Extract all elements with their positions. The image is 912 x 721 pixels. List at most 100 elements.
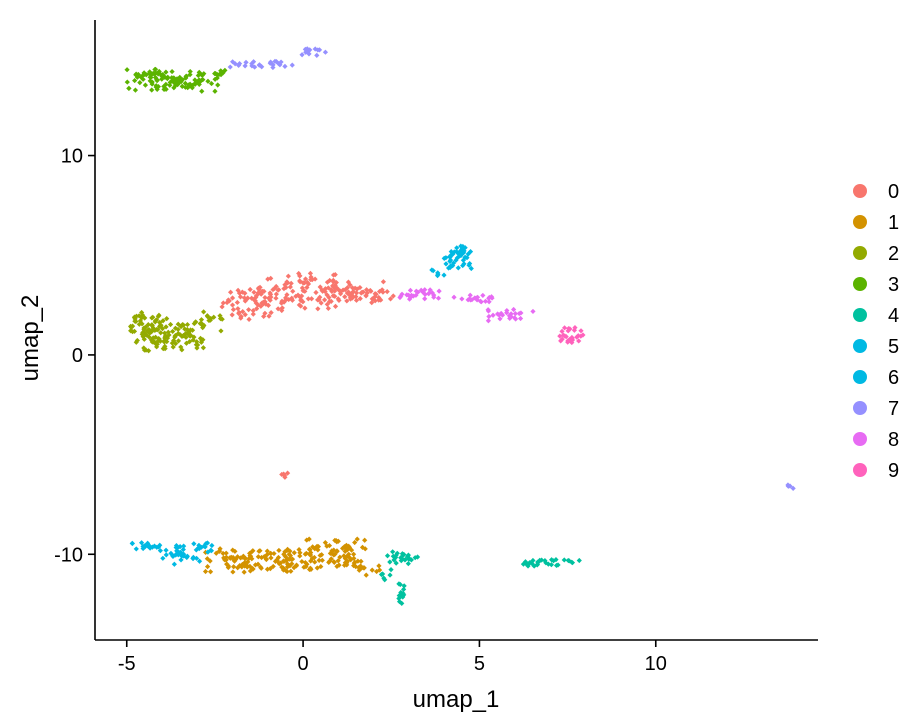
data-point xyxy=(332,272,338,278)
data-point xyxy=(522,559,529,565)
data-point xyxy=(448,249,454,255)
data-point xyxy=(399,291,405,297)
data-point xyxy=(352,539,358,546)
data-point xyxy=(316,557,322,563)
data-point xyxy=(312,559,318,565)
data-point xyxy=(288,280,294,286)
data-point xyxy=(390,553,396,559)
data-point xyxy=(535,559,541,565)
data-point xyxy=(302,551,308,557)
data-point xyxy=(190,555,196,562)
data-point xyxy=(372,298,378,304)
x-axis-title: umap_1 xyxy=(413,686,500,713)
data-point xyxy=(299,285,306,291)
data-point xyxy=(137,80,143,86)
data-point xyxy=(337,554,343,560)
data-point xyxy=(575,333,581,339)
data-point xyxy=(175,330,181,337)
data-point xyxy=(250,59,257,65)
data-point xyxy=(542,558,548,564)
x-ticks: -5 0 5 10 xyxy=(118,640,667,675)
data-point xyxy=(178,323,184,330)
data-point xyxy=(242,312,248,318)
data-point xyxy=(158,322,164,328)
data-point xyxy=(377,567,383,573)
data-point xyxy=(486,295,492,302)
data-point xyxy=(450,260,457,266)
data-point xyxy=(543,560,549,566)
data-point xyxy=(145,543,151,549)
data-point xyxy=(390,293,396,299)
data-point xyxy=(312,546,318,552)
data-point xyxy=(141,315,148,321)
legend-key-6 xyxy=(853,370,867,384)
data-point xyxy=(267,60,273,66)
data-point xyxy=(201,71,207,77)
data-point xyxy=(307,270,314,276)
data-point xyxy=(322,49,329,55)
legend-label: 1 xyxy=(888,212,899,234)
data-point xyxy=(304,46,310,52)
data-point xyxy=(199,88,205,94)
data-point xyxy=(234,554,241,560)
data-point xyxy=(376,288,383,295)
data-point xyxy=(330,277,336,283)
data-point xyxy=(324,292,330,298)
data-point xyxy=(293,563,299,569)
data-point xyxy=(539,557,545,563)
data-point xyxy=(317,284,323,290)
data-point xyxy=(362,537,368,543)
data-point xyxy=(787,483,793,489)
data-point xyxy=(147,69,153,75)
data-point xyxy=(133,318,139,325)
data-point xyxy=(204,540,211,546)
data-point xyxy=(170,344,176,350)
data-point xyxy=(205,78,211,84)
data-point xyxy=(193,547,199,553)
data-point xyxy=(163,86,169,92)
data-point xyxy=(217,316,224,322)
data-point xyxy=(251,297,257,303)
data-point xyxy=(332,303,339,309)
data-point xyxy=(284,561,291,567)
data-point xyxy=(132,316,138,322)
data-point xyxy=(303,49,309,55)
data-point xyxy=(129,323,136,329)
data-point xyxy=(162,330,168,336)
data-point xyxy=(302,559,308,566)
data-point xyxy=(227,555,233,561)
y-tick-label: 10 xyxy=(61,146,83,168)
data-point xyxy=(333,279,339,286)
data-point xyxy=(224,561,230,567)
data-point xyxy=(490,312,496,318)
data-point xyxy=(317,552,323,559)
data-point xyxy=(148,337,155,343)
data-point xyxy=(261,554,267,560)
data-point xyxy=(204,564,211,570)
data-point xyxy=(325,285,331,291)
data-point xyxy=(459,251,465,257)
data-point xyxy=(350,288,356,295)
data-point xyxy=(268,309,274,316)
data-point xyxy=(164,339,170,345)
axes: -5 0 5 10 -10 0 10 xyxy=(54,20,818,675)
data-point xyxy=(246,316,252,322)
data-point xyxy=(497,316,503,322)
data-point xyxy=(140,334,146,340)
data-point xyxy=(291,565,297,571)
data-point xyxy=(297,553,303,559)
data-point xyxy=(257,284,263,291)
data-point xyxy=(178,78,184,84)
data-point xyxy=(279,307,285,314)
data-point xyxy=(298,297,304,303)
series-0-points xyxy=(219,270,396,480)
data-point xyxy=(279,471,285,478)
data-point xyxy=(512,311,518,317)
data-point xyxy=(223,554,229,560)
data-point xyxy=(276,61,282,67)
data-point xyxy=(485,318,492,324)
data-point xyxy=(242,63,248,69)
data-point xyxy=(426,291,432,297)
data-point xyxy=(145,327,151,334)
data-point xyxy=(291,550,297,556)
